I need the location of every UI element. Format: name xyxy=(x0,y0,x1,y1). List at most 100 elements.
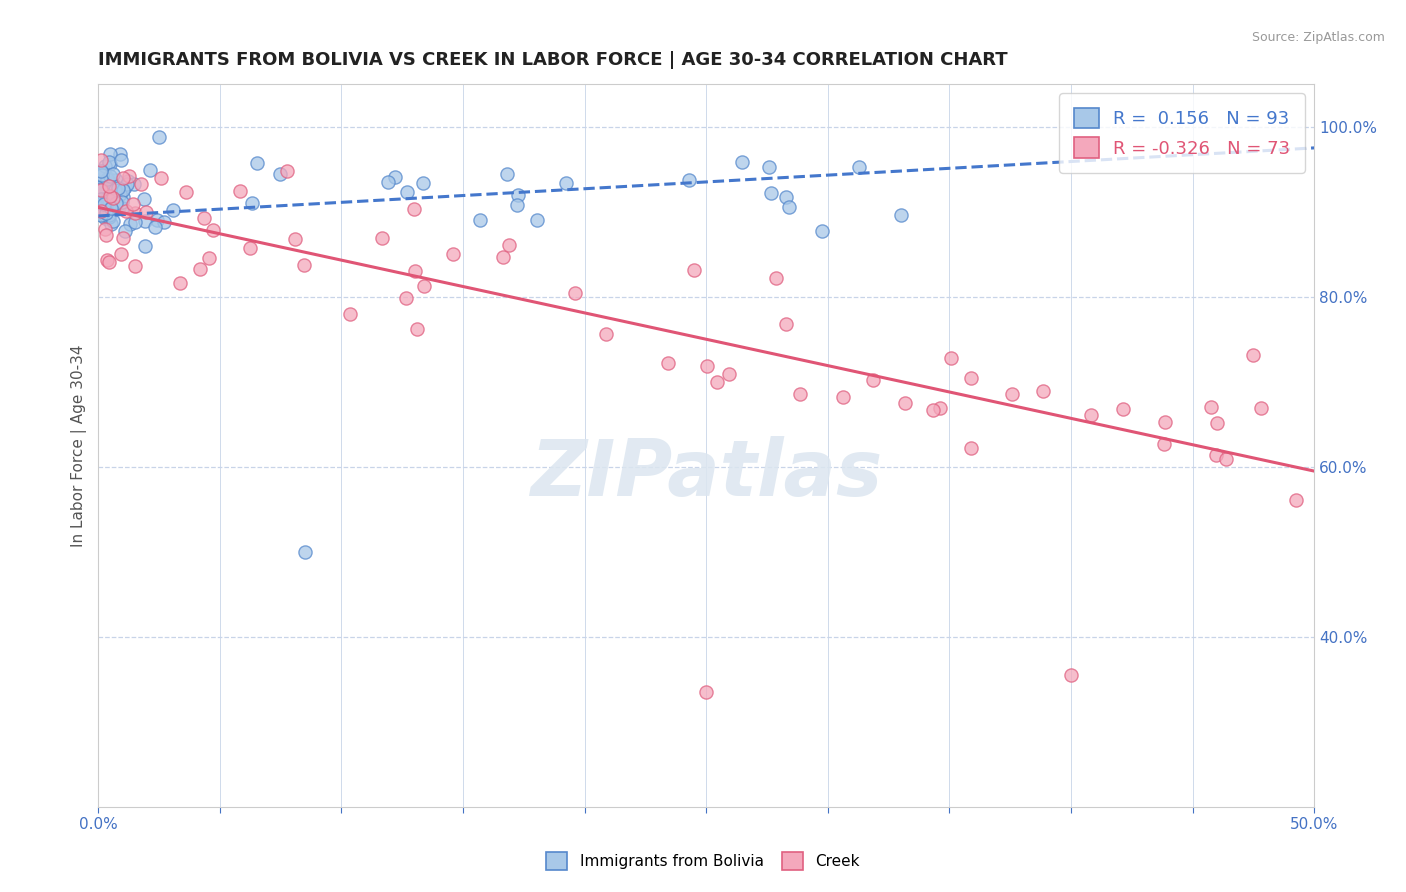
Point xyxy=(117,174,139,188)
Point xyxy=(91,204,114,219)
Point xyxy=(811,224,834,238)
Point xyxy=(108,186,131,201)
Point xyxy=(508,187,530,202)
Point xyxy=(100,217,122,231)
Point xyxy=(198,252,221,266)
Point xyxy=(90,183,112,197)
Point xyxy=(101,199,124,213)
Point xyxy=(90,192,112,206)
Point xyxy=(124,259,146,273)
Point xyxy=(395,291,418,305)
Point xyxy=(94,209,117,223)
Point xyxy=(683,262,706,277)
Point xyxy=(848,161,870,175)
Point xyxy=(564,285,586,300)
Point xyxy=(169,276,191,290)
Point xyxy=(97,211,120,225)
Point xyxy=(657,355,679,369)
Point xyxy=(97,179,120,194)
Point xyxy=(122,197,145,211)
Point xyxy=(402,202,425,216)
Point xyxy=(188,262,211,277)
Point xyxy=(91,186,114,201)
Point xyxy=(103,197,125,211)
Point xyxy=(103,178,125,192)
Point xyxy=(595,326,617,341)
Point xyxy=(706,376,728,390)
Point xyxy=(193,211,215,226)
Point xyxy=(96,171,118,186)
Point xyxy=(94,206,117,220)
Point xyxy=(239,241,262,255)
Point xyxy=(152,214,174,228)
Point xyxy=(731,154,754,169)
Point xyxy=(149,171,172,186)
Point xyxy=(678,173,700,187)
Point xyxy=(101,191,124,205)
Point xyxy=(1206,416,1229,430)
Point xyxy=(98,254,121,268)
Point xyxy=(441,247,464,261)
Point xyxy=(695,685,717,699)
Point xyxy=(269,167,291,181)
Point xyxy=(775,317,797,331)
Point xyxy=(718,368,741,382)
Point xyxy=(98,169,121,184)
Text: Source: ZipAtlas.com: Source: ZipAtlas.com xyxy=(1251,31,1385,45)
Point xyxy=(129,177,152,191)
Legend: Immigrants from Bolivia, Creek: Immigrants from Bolivia, Creek xyxy=(538,845,868,877)
Point xyxy=(384,170,406,185)
Point xyxy=(94,227,117,242)
Point xyxy=(696,359,718,373)
Point xyxy=(201,223,224,237)
Point xyxy=(124,206,146,220)
Point xyxy=(498,237,520,252)
Text: IMMIGRANTS FROM BOLIVIA VS CREEK IN LABOR FORCE | AGE 30-34 CORRELATION CHART: IMMIGRANTS FROM BOLIVIA VS CREEK IN LABO… xyxy=(98,51,1008,69)
Point xyxy=(862,373,884,387)
Point xyxy=(90,179,112,194)
Point xyxy=(758,161,780,175)
Point xyxy=(90,183,112,197)
Point xyxy=(104,196,127,211)
Point xyxy=(1060,668,1083,682)
Point xyxy=(98,188,121,202)
Point xyxy=(101,167,124,181)
Point xyxy=(93,195,115,210)
Point xyxy=(108,200,131,214)
Point xyxy=(889,208,911,222)
Point xyxy=(292,258,315,272)
Point xyxy=(1285,492,1308,507)
Point xyxy=(90,153,112,167)
Point xyxy=(107,181,129,195)
Text: ZIPatlas: ZIPatlas xyxy=(530,436,883,513)
Point xyxy=(96,201,118,215)
Point xyxy=(778,200,800,214)
Point xyxy=(134,213,156,227)
Point xyxy=(134,238,156,252)
Point xyxy=(1001,387,1024,401)
Point xyxy=(90,195,112,210)
Point xyxy=(371,231,394,245)
Point xyxy=(832,391,855,405)
Point xyxy=(94,222,117,236)
Point xyxy=(775,189,797,203)
Point xyxy=(100,201,122,215)
Point xyxy=(789,387,811,401)
Point xyxy=(110,246,132,260)
Point xyxy=(97,208,120,222)
Point xyxy=(98,157,121,171)
Point xyxy=(492,250,515,264)
Point xyxy=(100,199,122,213)
Point xyxy=(90,182,112,196)
Point xyxy=(134,192,156,206)
Point xyxy=(526,213,548,227)
Point xyxy=(100,199,122,213)
Point xyxy=(91,168,114,182)
Point xyxy=(240,195,263,210)
Point xyxy=(90,163,112,178)
Point xyxy=(114,224,136,238)
Point xyxy=(96,192,118,206)
Point xyxy=(1241,348,1264,362)
Point xyxy=(111,201,134,215)
Point xyxy=(396,185,419,199)
